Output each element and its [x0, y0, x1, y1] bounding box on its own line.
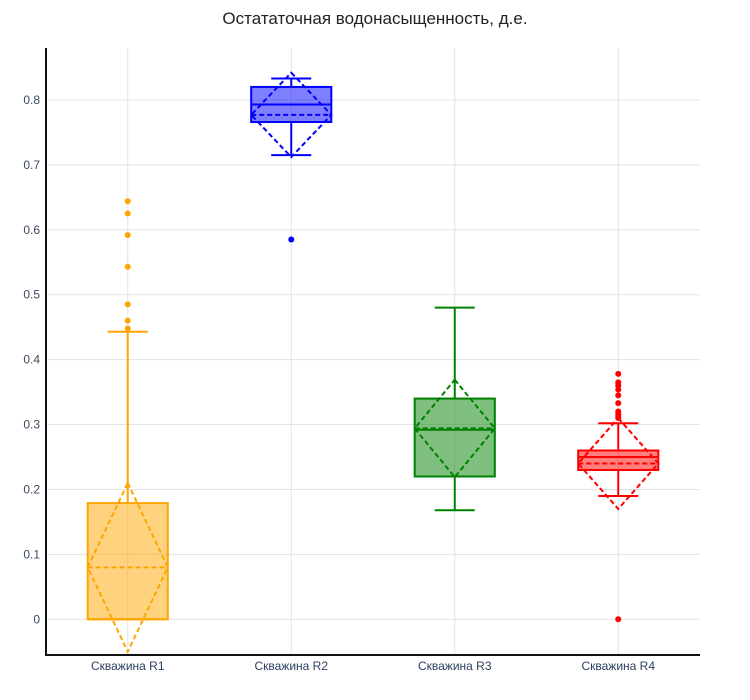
x-tick-label: Скважина R2 — [254, 659, 328, 673]
outlier-point — [124, 210, 131, 217]
box-group — [413, 306, 497, 512]
sd-diamond — [86, 480, 169, 655]
y-tick-label: 0.3 — [23, 418, 40, 432]
outlier-point — [615, 370, 622, 377]
sd-diamond — [249, 71, 333, 159]
iqr-box — [86, 502, 169, 621]
sd-diamond — [413, 378, 497, 479]
y-tick-label: 0.8 — [23, 93, 40, 107]
outlier-point — [124, 301, 131, 308]
y-tick-label: 0 — [33, 612, 40, 626]
y-tick-label: 0.7 — [23, 158, 40, 172]
outlier-point — [288, 236, 295, 243]
outlier-point — [615, 379, 622, 386]
outlier-point — [124, 231, 131, 238]
outlier-point — [124, 325, 131, 332]
box-group — [576, 370, 660, 623]
chart-title: Остататочная водонасыщенность, д.е. — [222, 9, 528, 28]
outlier-point — [124, 317, 131, 324]
iqr-box — [577, 449, 660, 471]
y-tick-label: 0.6 — [23, 223, 40, 237]
boxes — [86, 71, 660, 655]
outlier-point — [124, 198, 131, 205]
x-tick-label: Скважина R4 — [581, 659, 655, 673]
axes: 0 0.1 0.2 0.3 0.4 0.5 0.6 0.7 0.8 Скважина R1 Сква… — [23, 48, 700, 673]
outlier-point — [615, 408, 622, 415]
y-tick-label: 0.4 — [23, 353, 40, 367]
sd-diamond — [576, 416, 660, 511]
y-tick-label: 0.5 — [23, 288, 40, 302]
box-group — [249, 71, 333, 243]
y-tick-label: 0.1 — [23, 547, 40, 561]
outlier-point — [615, 392, 622, 399]
outlier-point — [615, 616, 622, 623]
outlier-point — [124, 263, 131, 270]
outlier-point — [615, 400, 622, 407]
y-tick-label: 0.2 — [23, 482, 40, 496]
box-group — [86, 198, 169, 655]
x-tick-label: Скважина R3 — [418, 659, 492, 673]
iqr-box — [413, 397, 496, 478]
x-tick-label: Скважина R1 — [91, 659, 165, 673]
